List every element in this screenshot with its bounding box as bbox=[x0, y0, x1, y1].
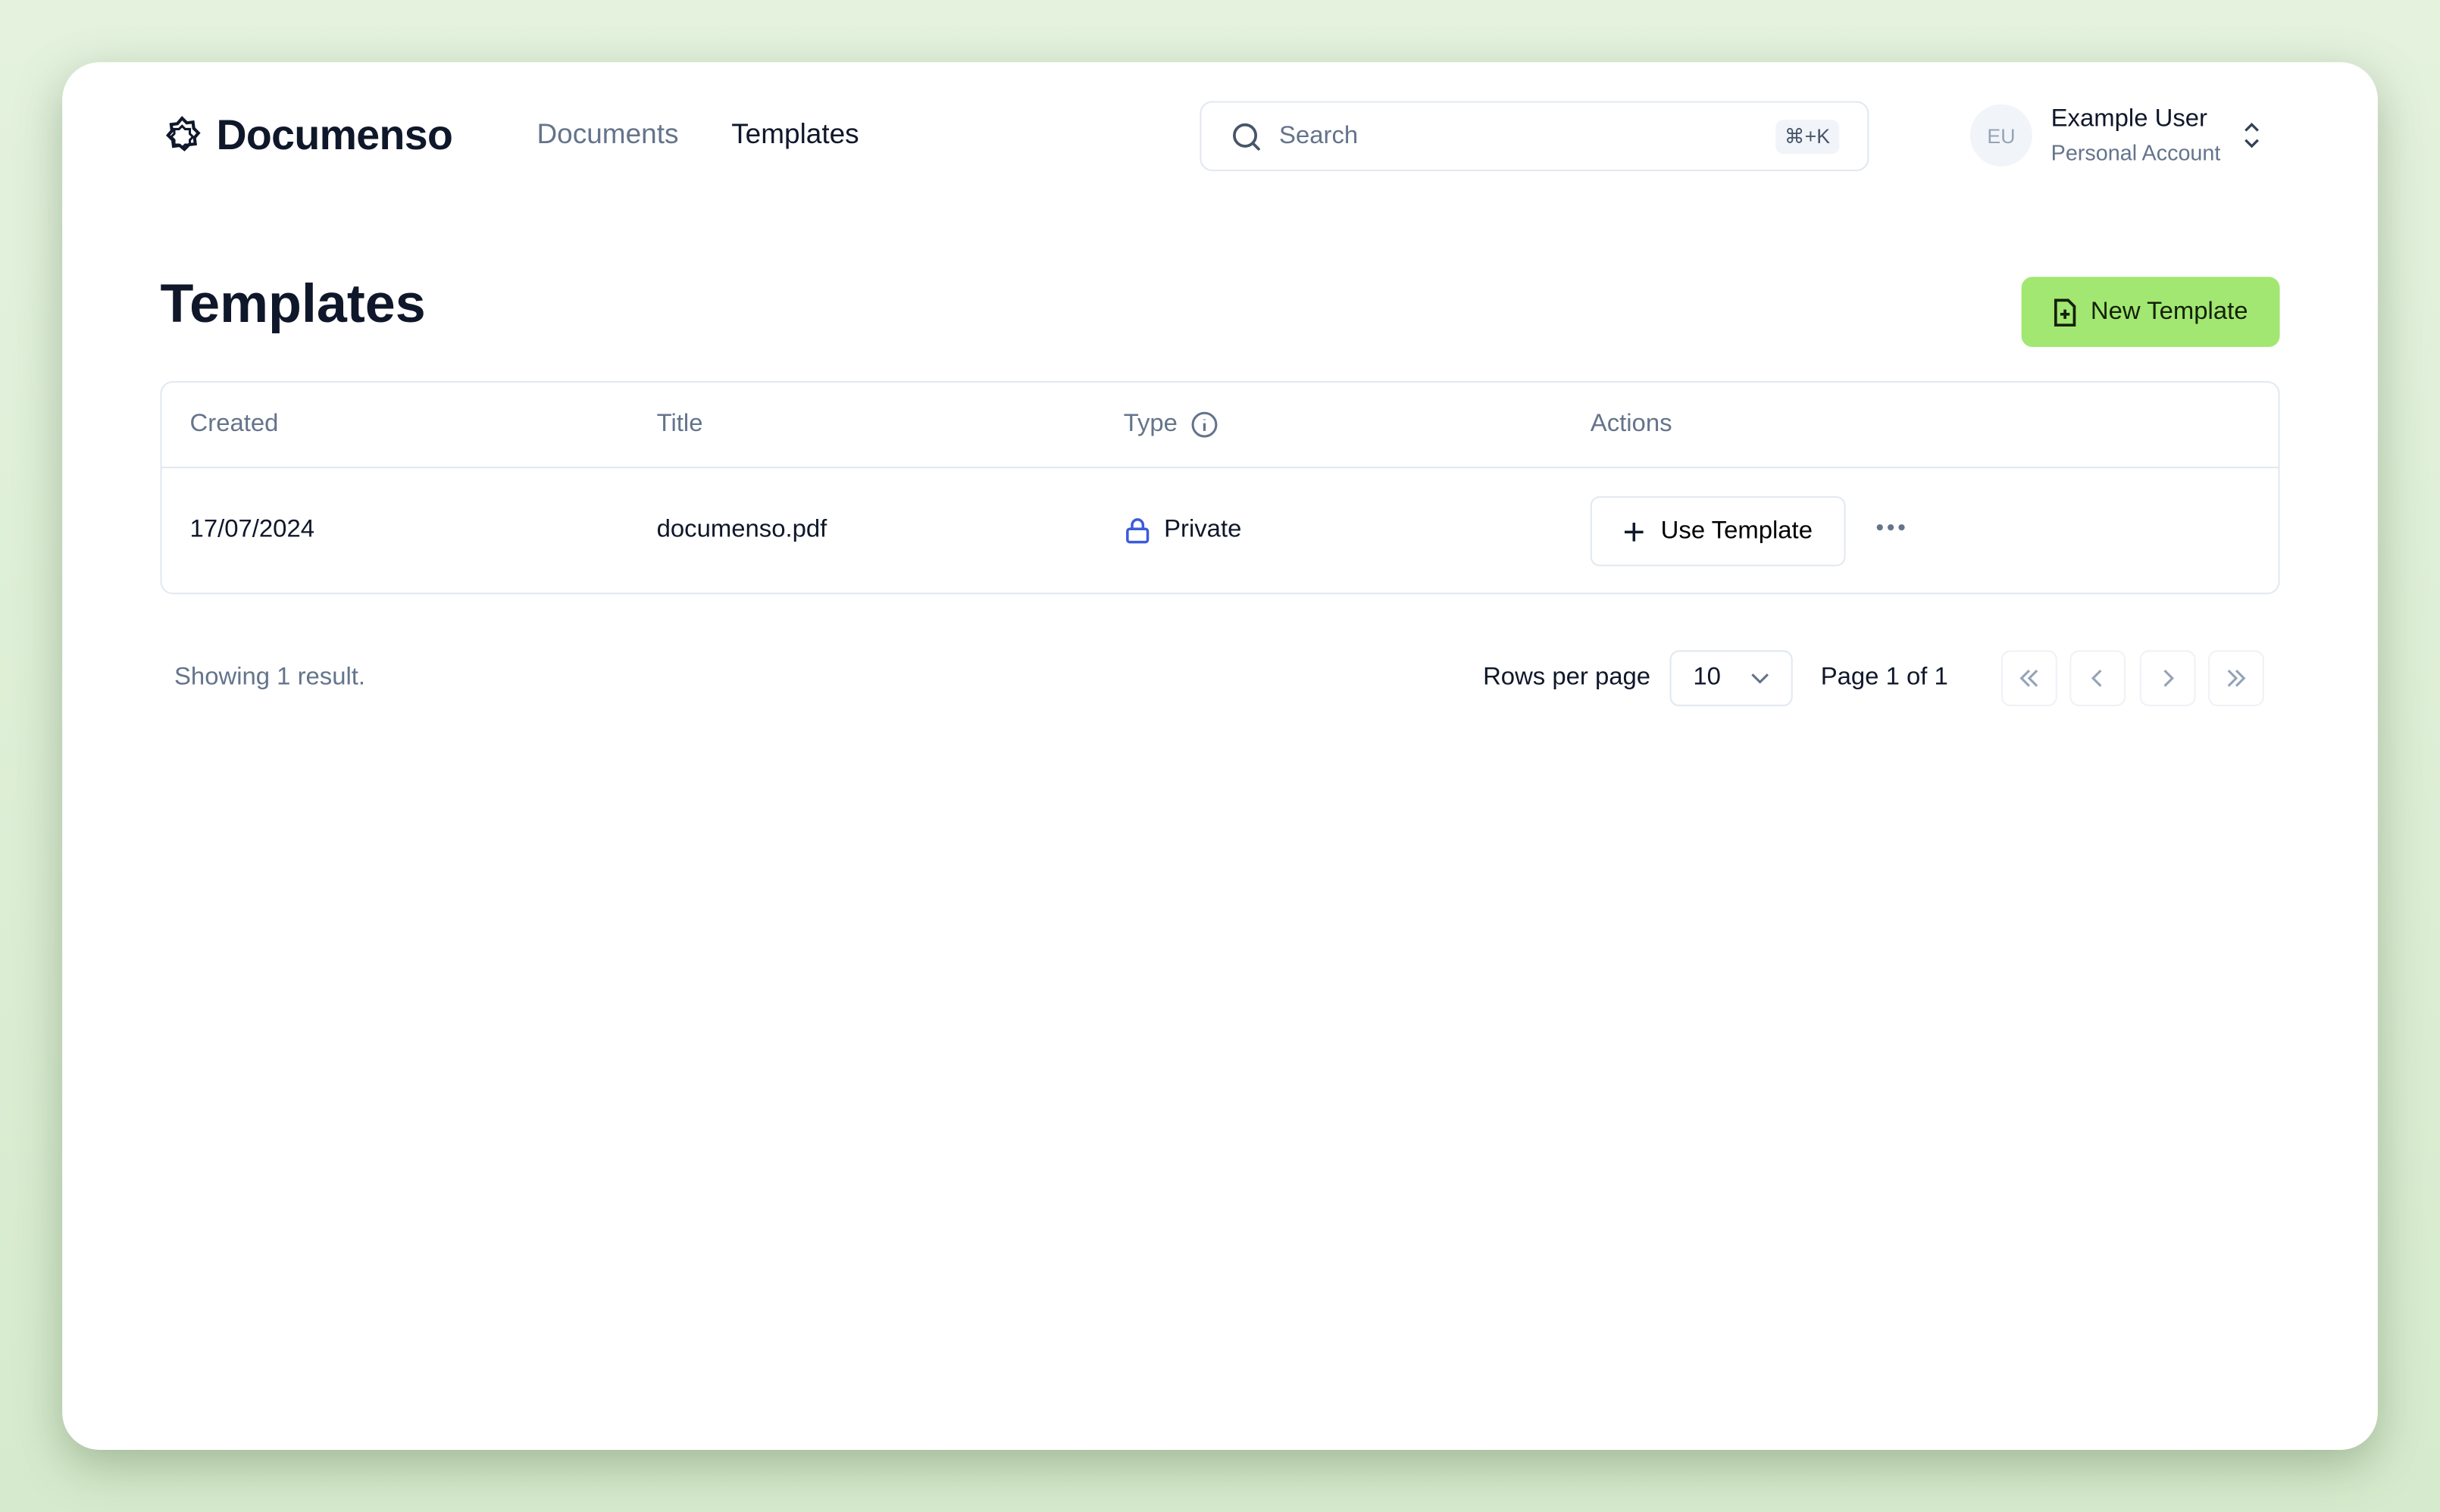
column-header-created: Created bbox=[189, 411, 279, 438]
search-input[interactable]: Search ⌘+K bbox=[1200, 101, 1869, 171]
column-header-title: Title bbox=[656, 411, 703, 438]
new-template-label: New Template bbox=[2090, 298, 2248, 325]
column-header-type: Type bbox=[1124, 411, 1218, 439]
nav-documents[interactable]: Documents bbox=[536, 118, 679, 150]
chevron-left-icon bbox=[2091, 670, 2102, 687]
page-title: Templates bbox=[160, 273, 426, 335]
rows-per-page-label: Rows per page bbox=[1483, 664, 1651, 691]
type-header-label: Type bbox=[1123, 411, 1178, 438]
more-options-icon[interactable] bbox=[1875, 523, 1907, 532]
brand-logo[interactable]: Documenso bbox=[161, 112, 453, 161]
last-page-button[interactable] bbox=[2208, 650, 2264, 707]
chevrons-left-icon bbox=[2019, 670, 2038, 687]
user-name[interactable]: Example User bbox=[2051, 105, 2207, 133]
rows-per-page-value: 10 bbox=[1693, 664, 1721, 691]
search-shortcut: ⌘+K bbox=[1775, 119, 1840, 154]
cell-type: Private bbox=[1124, 516, 1242, 545]
documenso-logo-icon bbox=[166, 115, 201, 151]
result-count: Showing 1 result. bbox=[174, 664, 366, 691]
nav-templates[interactable]: Templates bbox=[731, 118, 859, 150]
use-template-label: Use Template bbox=[1660, 517, 1813, 544]
type-label: Private bbox=[1164, 516, 1242, 543]
chevrons-up-down-icon[interactable] bbox=[2239, 120, 2264, 151]
chevron-down-icon bbox=[1751, 673, 1769, 684]
templates-table: Created Title Type Actions 17/07/2024 do… bbox=[160, 381, 2280, 595]
account-type: Personal Account bbox=[2051, 139, 2221, 165]
previous-page-button[interactable] bbox=[2069, 650, 2126, 707]
cell-title[interactable]: documenso.pdf bbox=[656, 516, 827, 543]
search-icon bbox=[1233, 122, 1260, 150]
rows-per-page-select[interactable]: 10 bbox=[1669, 650, 1793, 707]
plus-icon bbox=[1625, 521, 1644, 541]
first-page-button[interactable] bbox=[2000, 650, 2057, 707]
chevrons-right-icon bbox=[2227, 670, 2246, 687]
info-icon[interactable] bbox=[1190, 411, 1218, 439]
chevron-right-icon bbox=[2163, 670, 2175, 687]
file-plus-icon bbox=[2054, 298, 2077, 326]
use-template-button[interactable]: Use Template bbox=[1590, 496, 1846, 567]
lock-icon bbox=[1126, 518, 1150, 544]
avatar[interactable]: EU bbox=[1969, 104, 2033, 167]
search-placeholder: Search bbox=[1279, 122, 1359, 149]
next-page-button[interactable] bbox=[2139, 650, 2196, 707]
new-template-button[interactable]: New Template bbox=[2021, 276, 2280, 347]
cell-created: 17/07/2024 bbox=[189, 516, 314, 543]
app-window: Documenso Documents Templates Search ⌘+K… bbox=[62, 62, 2378, 1450]
page-info: Page 1 of 1 bbox=[1820, 664, 1948, 691]
column-header-actions: Actions bbox=[1590, 411, 1672, 438]
header-divider bbox=[161, 467, 2279, 469]
brand-name: Documenso bbox=[216, 111, 453, 159]
